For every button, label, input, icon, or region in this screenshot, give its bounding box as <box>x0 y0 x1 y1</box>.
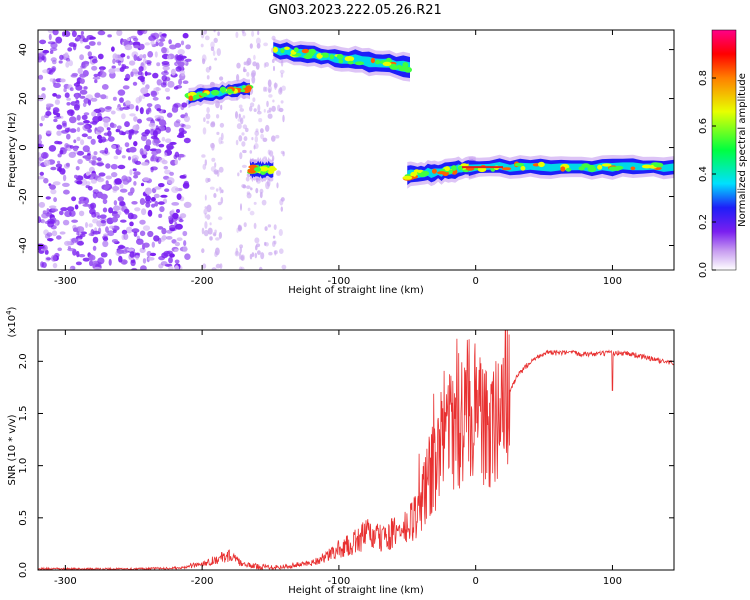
spectrogram-x-label: Height of straight line (km) <box>288 285 424 296</box>
spectrogram-x-tick-label: 100 <box>603 276 622 287</box>
frequency-band-4 <box>402 156 476 189</box>
snr-y-tick-label: 1.5 <box>18 406 29 422</box>
frequency-band-2 <box>247 156 277 183</box>
noise-speckle-region <box>38 30 192 270</box>
colorbar-tick-label: 0.4 <box>698 166 709 182</box>
spectrogram-x-tick-label: 0 <box>472 276 478 287</box>
snr-scale-note: (x104) <box>5 306 18 337</box>
spectrogram-y-tick-label: -20 <box>18 188 29 204</box>
colorbar-tick-label: 0.6 <box>698 118 709 134</box>
spectrogram-y-tick-label: -40 <box>18 237 29 253</box>
colorbar-tick-label: 0.0 <box>698 262 709 278</box>
spectrogram-y-tick-label: 40 <box>18 43 29 56</box>
spectrogram-y-tick-label: 20 <box>18 92 29 105</box>
svg-text:(x104): (x104) <box>5 306 18 337</box>
snr-x-tick-label: -200 <box>191 576 214 587</box>
snr-y-label: SNR (10 * v/v) <box>7 414 18 485</box>
snr-x-label: Height of straight line (km) <box>288 585 424 596</box>
snr-y-tick-label: 0.5 <box>18 510 29 526</box>
snr-x-tick-label: -100 <box>328 576 351 587</box>
scale-note-exp: 4 <box>5 310 13 315</box>
colorbar: 0.0 0.2 0.4 0.6 0.8 Normalized spectral ampl… <box>698 29 748 278</box>
snr-y-tick-label: 1.0 <box>18 458 29 474</box>
colorbar-tick-label: 0.2 <box>698 214 709 230</box>
spectrogram-y-label: Frequency (Hz) <box>7 112 18 188</box>
snr-y-tick-label: 0.0 <box>18 562 29 578</box>
snr-y-tick-label: 2.0 <box>18 353 29 369</box>
spectrogram-y-tick-label: 0 <box>18 144 29 150</box>
snr-frame <box>37 329 675 571</box>
snr-x-tick-label: 0 <box>472 576 478 587</box>
faint-speckle-stripes <box>200 30 287 270</box>
scale-note-open: (x10 <box>7 315 18 338</box>
spectrogram-x-tick-label: -100 <box>328 276 351 287</box>
snr-panel: -300 -200 -100 0 100 0.0 0.5 1.0 1.5 2.0 Height o… <box>5 306 675 596</box>
frequency-band-3 <box>272 38 412 82</box>
spectrogram-frame <box>37 29 675 271</box>
spectrogram-x-tick-label: -200 <box>191 276 214 287</box>
colorbar-tick-label: 0.8 <box>698 70 709 86</box>
spectrogram-x-tick-label: -300 <box>54 276 77 287</box>
scale-note-close: ) <box>7 306 18 310</box>
colorbar-gradient <box>711 29 737 271</box>
snr-series-line <box>38 330 674 570</box>
colorbar-label: Normalized spectral amplitude <box>737 73 748 227</box>
snr-x-tick-label: 100 <box>603 576 622 587</box>
snr-x-tick-label: -300 <box>54 576 77 587</box>
figure-title: GN03.2023.222.05.26.R21 <box>268 3 442 18</box>
frequency-band-1 <box>184 77 254 109</box>
